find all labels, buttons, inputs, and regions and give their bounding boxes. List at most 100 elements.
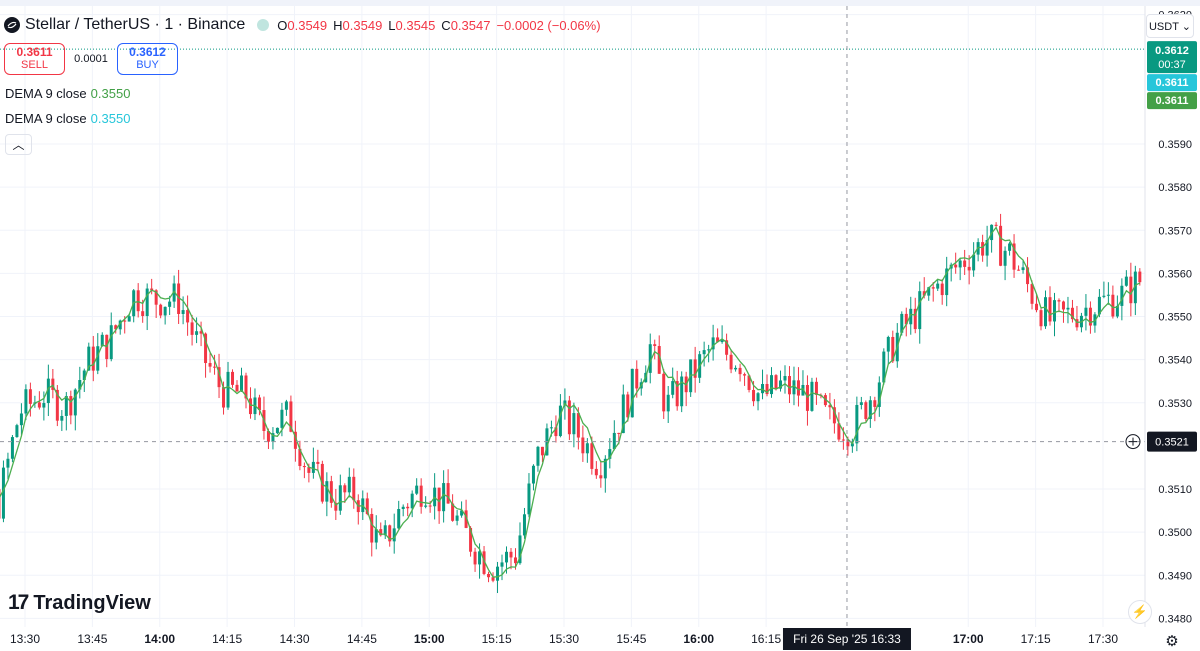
- candle-body: [540, 446, 544, 456]
- ohlc-open: O0.3549: [277, 17, 328, 33]
- candle-body: [734, 367, 738, 370]
- candle-body: [383, 525, 387, 536]
- candle-body: [275, 427, 279, 434]
- y-tick-label: 0.3510: [1158, 484, 1192, 496]
- settings-gear-icon[interactable]: ⚙: [1165, 633, 1179, 650]
- candle-body: [657, 346, 661, 374]
- sell-button[interactable]: 0.3611 SELL: [4, 43, 65, 75]
- candle-body: [374, 529, 378, 543]
- candle-body: [662, 373, 666, 412]
- candle-body: [460, 510, 464, 516]
- x-tick-label: 15:45: [616, 632, 646, 646]
- candle-body: [599, 475, 603, 479]
- indicator-legend-1[interactable]: DEMA 9 close 0.3550: [5, 86, 131, 101]
- candle-body: [1035, 303, 1039, 311]
- market-open-icon: [257, 19, 270, 31]
- candle-body: [114, 325, 118, 330]
- candle-body: [451, 503, 455, 521]
- candle-body: [859, 402, 863, 405]
- candle-body: [231, 371, 235, 385]
- y-tick-label: 0.3590: [1158, 139, 1192, 151]
- indicator-legend-2[interactable]: DEMA 9 close 0.3550: [5, 111, 131, 126]
- candle-body: [1075, 319, 1079, 328]
- buy-button[interactable]: 0.3612 BUY: [117, 43, 178, 75]
- candle-body: [909, 308, 913, 325]
- y-tick-label: 0.3580: [1158, 182, 1192, 194]
- candle-body: [100, 334, 104, 347]
- candle-body: [55, 389, 59, 421]
- candle-body: [208, 363, 212, 367]
- candle-body: [298, 448, 302, 467]
- candle-body: [671, 381, 675, 395]
- candle-body: [244, 375, 248, 399]
- candle-body: [505, 551, 509, 563]
- candle-body: [1138, 271, 1142, 283]
- candle-body: [24, 389, 28, 414]
- stellar-logo-icon: [4, 17, 20, 33]
- candle-body: [518, 535, 522, 564]
- candle-body: [325, 481, 329, 502]
- candle-body: [1066, 307, 1070, 310]
- indicator-price-label: 0.3611: [1155, 95, 1188, 107]
- candle-body: [73, 389, 77, 416]
- candle-body: [725, 340, 729, 355]
- candle-body: [163, 306, 167, 316]
- candle-body: [293, 431, 297, 449]
- candle-body: [850, 443, 854, 447]
- chart-grid: [0, 6, 1145, 627]
- candle-body: [567, 400, 571, 435]
- candle-body: [123, 320, 127, 322]
- candle-body: [69, 396, 73, 416]
- x-tick-label: 13:45: [77, 632, 107, 646]
- symbol-title[interactable]: Stellar / TetherUS · 1 · Binance: [25, 16, 246, 33]
- candle-body: [904, 313, 908, 325]
- candle-body: [10, 437, 14, 459]
- candle-body: [653, 344, 657, 347]
- candle-body: [1102, 295, 1106, 297]
- bolt-icon[interactable]: ⚡: [1128, 600, 1152, 624]
- candle-body: [109, 325, 113, 360]
- candle-body: [204, 333, 208, 364]
- candle-body: [186, 310, 190, 323]
- candle-body: [554, 427, 558, 437]
- candle-body: [707, 349, 711, 351]
- x-tick-label: 17:15: [1021, 632, 1051, 646]
- candle-body: [913, 308, 917, 330]
- candle-body: [549, 427, 553, 429]
- candle-body: [257, 397, 261, 411]
- candle-body: [424, 505, 428, 507]
- candle-body: [1026, 267, 1030, 285]
- candle-body: [370, 513, 374, 543]
- indicator-price-bg: [1147, 74, 1197, 92]
- candle-body: [837, 423, 841, 440]
- candle-body: [967, 266, 971, 271]
- candle-body: [118, 320, 122, 330]
- candle-body: [177, 283, 181, 314]
- candle-body: [927, 287, 931, 296]
- candle-body: [343, 485, 347, 493]
- candle-body: [172, 283, 176, 302]
- candle-body: [478, 551, 482, 565]
- currency-dropdown[interactable]: USDT ⌄: [1146, 14, 1194, 38]
- bar-countdown-label: 00:37: [1158, 59, 1186, 71]
- collapse-legend-button[interactable]: ︿: [5, 134, 32, 155]
- trade-panel: 0.3611 SELL 0.0001 0.3612 BUY: [4, 43, 178, 75]
- candle-body: [141, 311, 145, 316]
- candle-body: [814, 381, 818, 395]
- candle-body: [91, 346, 95, 371]
- candle-body: [680, 376, 684, 407]
- candle-body: [626, 394, 630, 418]
- candle-body: [1021, 267, 1025, 271]
- dema-line: [0, 226, 1141, 578]
- candle-body: [770, 375, 774, 395]
- candle-body: [145, 288, 149, 316]
- candle-body: [729, 354, 733, 370]
- candle-body: [159, 304, 163, 316]
- candle-body: [585, 443, 589, 454]
- candle-body: [51, 378, 55, 390]
- candle-body: [60, 415, 64, 421]
- candle-body: [329, 481, 333, 503]
- candle-body: [841, 439, 845, 441]
- candle-body: [608, 449, 612, 459]
